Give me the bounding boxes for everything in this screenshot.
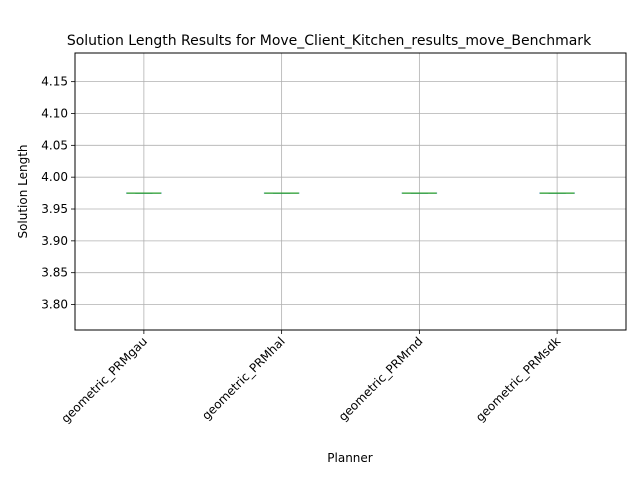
y-axis-title: Solution Length [16, 144, 30, 238]
y-tick-label: 4.15 [41, 75, 68, 89]
x-tick-label: geometric_PRMsdk [473, 334, 563, 424]
y-tick-label: 4.10 [41, 106, 68, 120]
y-tick-label: 3.90 [41, 234, 68, 248]
y-tick-label: 4.00 [41, 170, 68, 184]
plot-area-frame [74, 52, 627, 331]
x-axis-ticks: geometric_PRMgau geometric_PRMhal geometri… [58, 330, 563, 426]
chart-title: Solution Length Results for Move_Client_… [67, 33, 592, 49]
y-tick-label: 3.80 [41, 298, 68, 312]
x-tick-label: geometric_PRMhal [199, 334, 288, 423]
y-tick-label: 3.95 [41, 202, 68, 216]
x-axis-title: Planner [327, 451, 373, 465]
y-tick-label: 3.85 [41, 266, 68, 280]
x-tick-label: geometric_PRMrnd [336, 334, 426, 424]
y-axis-ticks: 3.80 3.85 3.90 3.95 4.00 4.05 4.10 4.15 [41, 75, 75, 312]
x-tick-label: geometric_PRMgau [58, 334, 150, 426]
y-tick-label: 4.05 [41, 138, 68, 152]
grid-lines [75, 53, 626, 330]
